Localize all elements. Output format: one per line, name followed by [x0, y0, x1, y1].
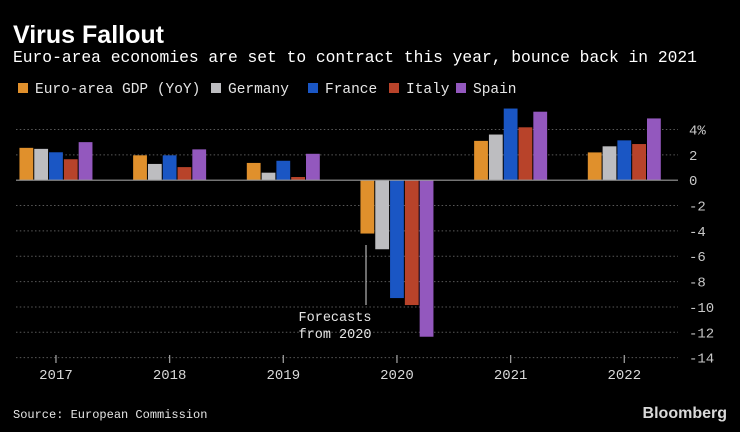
svg-text:2019: 2019	[266, 368, 300, 384]
svg-text:2022: 2022	[607, 368, 641, 384]
svg-text:Forecasts: Forecasts	[299, 311, 372, 326]
svg-text:2017: 2017	[39, 368, 73, 384]
svg-text:2021: 2021	[494, 368, 528, 384]
svg-text:2: 2	[689, 149, 697, 165]
svg-text:-8: -8	[689, 276, 706, 292]
svg-text:-10: -10	[689, 301, 714, 317]
svg-text:2020: 2020	[380, 368, 414, 384]
svg-text:-2: -2	[689, 200, 706, 216]
svg-text:-6: -6	[689, 250, 706, 266]
svg-text:0: 0	[689, 174, 697, 190]
svg-text:2018: 2018	[153, 368, 187, 384]
svg-text:from 2020: from 2020	[299, 328, 372, 343]
svg-text:-14: -14	[689, 352, 714, 368]
svg-text:-4: -4	[689, 225, 706, 241]
svg-text:-12: -12	[689, 326, 714, 342]
svg-text:4%: 4%	[689, 123, 706, 139]
